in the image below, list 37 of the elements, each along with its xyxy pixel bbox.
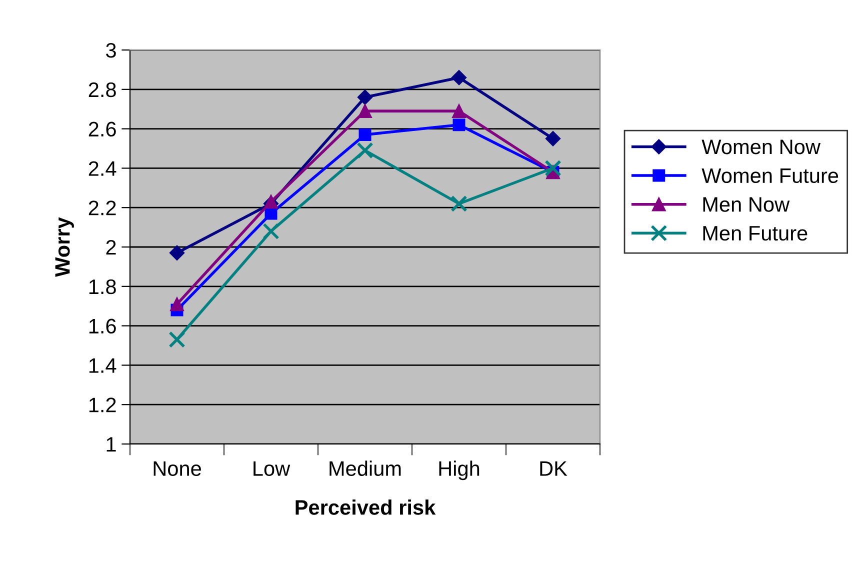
y-tick-label: 3 (106, 43, 116, 58)
point (262, 222, 280, 240)
point (452, 118, 466, 132)
y-tick-label: 2.2 (88, 200, 116, 216)
legend-label: Women Future (702, 168, 838, 184)
point (452, 104, 466, 118)
point (264, 207, 278, 220)
point (358, 104, 372, 118)
y-axis-title: Worry (55, 217, 74, 277)
legend-label: Men Now (703, 197, 790, 212)
point (545, 131, 561, 146)
x-tick-label: None (154, 461, 201, 476)
y-tick-label: 1.8 (89, 279, 116, 294)
point (544, 160, 562, 177)
point (450, 195, 468, 212)
y-tick-label: 2 (106, 240, 116, 255)
point (358, 128, 372, 141)
x-tick-label: Low (254, 461, 290, 476)
x-tick-label: Medium (330, 460, 401, 476)
y-tick-label: 2.6 (88, 122, 116, 137)
point (357, 90, 373, 105)
point (451, 70, 467, 86)
legend-label: Men Future (703, 226, 808, 241)
y-tick-label: 1.6 (89, 318, 116, 334)
y-tick-label: 1.4 (89, 358, 116, 373)
y-tick-label: 2.8 (88, 82, 116, 98)
y-tick-label: 2.4 (88, 161, 116, 176)
point (356, 142, 374, 159)
legend-label: Women Now (702, 140, 821, 154)
x-tick-label: DK (540, 461, 568, 476)
point (168, 331, 186, 348)
x-tick-label: High (439, 460, 480, 480)
point (169, 245, 185, 260)
x-axis-title: Perceived risk (296, 500, 436, 515)
y-tick-label: 1.2 (89, 398, 116, 412)
y-tick-label: 1 (106, 437, 116, 452)
point (170, 297, 184, 312)
